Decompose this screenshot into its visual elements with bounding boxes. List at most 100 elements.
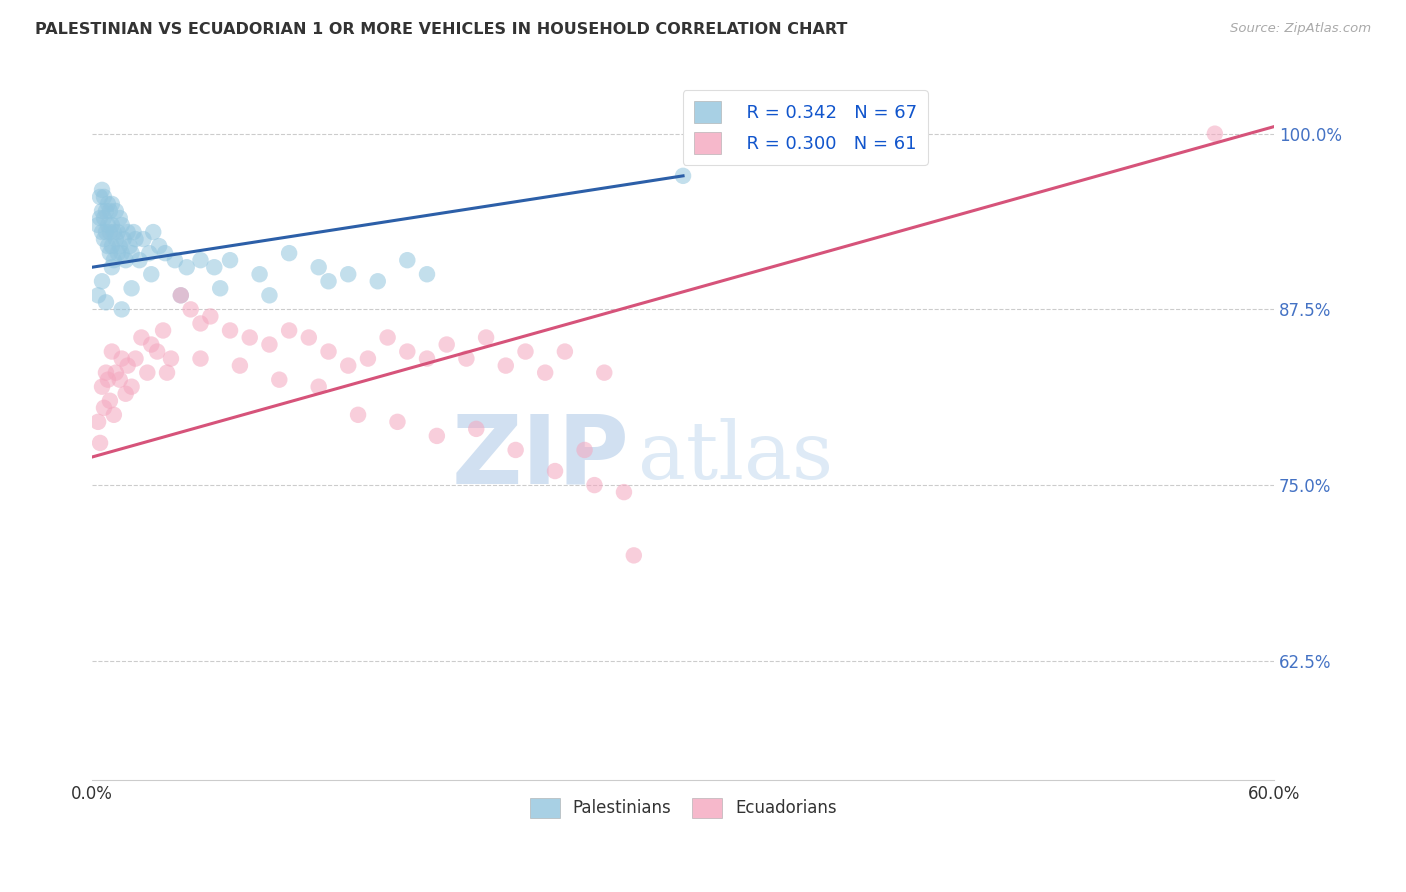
Point — [89, 436, 111, 450]
Point — [114, 386, 136, 401]
Point — [613, 485, 636, 500]
Point — [93, 190, 115, 204]
Point — [89, 211, 111, 225]
Point — [103, 253, 125, 268]
Point — [111, 351, 134, 366]
Point — [426, 429, 449, 443]
Point — [122, 225, 145, 239]
Point — [367, 274, 389, 288]
Point — [104, 204, 127, 219]
Point — [89, 190, 111, 204]
Point — [219, 253, 242, 268]
Point — [93, 232, 115, 246]
Point — [141, 337, 163, 351]
Point — [101, 344, 124, 359]
Point — [87, 415, 110, 429]
Point — [170, 288, 193, 302]
Point — [176, 260, 198, 275]
Point — [475, 330, 498, 344]
Point — [672, 169, 695, 183]
Point — [93, 211, 115, 225]
Point — [124, 232, 146, 246]
Point — [623, 549, 645, 563]
Point — [209, 281, 232, 295]
Point — [103, 225, 125, 239]
Point — [249, 267, 271, 281]
Text: ZIP: ZIP — [451, 410, 630, 503]
Point — [91, 183, 114, 197]
Point — [554, 344, 576, 359]
Point — [318, 274, 340, 288]
Point — [269, 373, 291, 387]
Point — [117, 359, 139, 373]
Point — [1204, 127, 1226, 141]
Point — [544, 464, 567, 478]
Point — [583, 478, 606, 492]
Point — [87, 218, 110, 232]
Point — [153, 246, 176, 260]
Point — [593, 366, 616, 380]
Point — [148, 239, 170, 253]
Point — [495, 359, 517, 373]
Point — [136, 366, 159, 380]
Point — [131, 330, 153, 344]
Text: Source: ZipAtlas.com: Source: ZipAtlas.com — [1230, 22, 1371, 36]
Point — [107, 225, 129, 239]
Point — [108, 373, 131, 387]
Point — [318, 344, 340, 359]
Point — [97, 373, 120, 387]
Point — [103, 408, 125, 422]
Point — [239, 330, 262, 344]
Point — [515, 344, 537, 359]
Point — [180, 302, 202, 317]
Point — [259, 288, 281, 302]
Point — [101, 218, 124, 232]
Point — [200, 310, 222, 324]
Point — [117, 225, 139, 239]
Point — [163, 253, 186, 268]
Point — [156, 366, 179, 380]
Point — [465, 422, 488, 436]
Point — [97, 218, 120, 232]
Point — [93, 401, 115, 415]
Point — [298, 330, 321, 344]
Point — [308, 380, 330, 394]
Point — [219, 323, 242, 337]
Point — [121, 246, 143, 260]
Point — [278, 246, 301, 260]
Point — [128, 253, 150, 268]
Point — [146, 344, 169, 359]
Point — [121, 380, 143, 394]
Point — [190, 351, 212, 366]
Point — [108, 211, 131, 225]
Point — [94, 204, 117, 219]
Point — [337, 359, 360, 373]
Point — [142, 225, 165, 239]
Point — [229, 359, 252, 373]
Point — [308, 260, 330, 275]
Point — [347, 408, 370, 422]
Point — [114, 253, 136, 268]
Text: atlas: atlas — [638, 418, 834, 496]
Point — [259, 337, 281, 351]
Point — [357, 351, 380, 366]
Point — [107, 246, 129, 260]
Point — [98, 393, 121, 408]
Point — [98, 204, 121, 219]
Point — [534, 366, 557, 380]
Point — [574, 442, 596, 457]
Point — [111, 246, 134, 260]
Point — [98, 246, 121, 260]
Point — [118, 239, 141, 253]
Point — [456, 351, 478, 366]
Point — [152, 323, 174, 337]
Point — [278, 323, 301, 337]
Point — [138, 246, 160, 260]
Point — [101, 260, 124, 275]
Point — [416, 267, 439, 281]
Point — [112, 232, 135, 246]
Point — [104, 366, 127, 380]
Point — [337, 267, 360, 281]
Point — [104, 232, 127, 246]
Point — [141, 267, 163, 281]
